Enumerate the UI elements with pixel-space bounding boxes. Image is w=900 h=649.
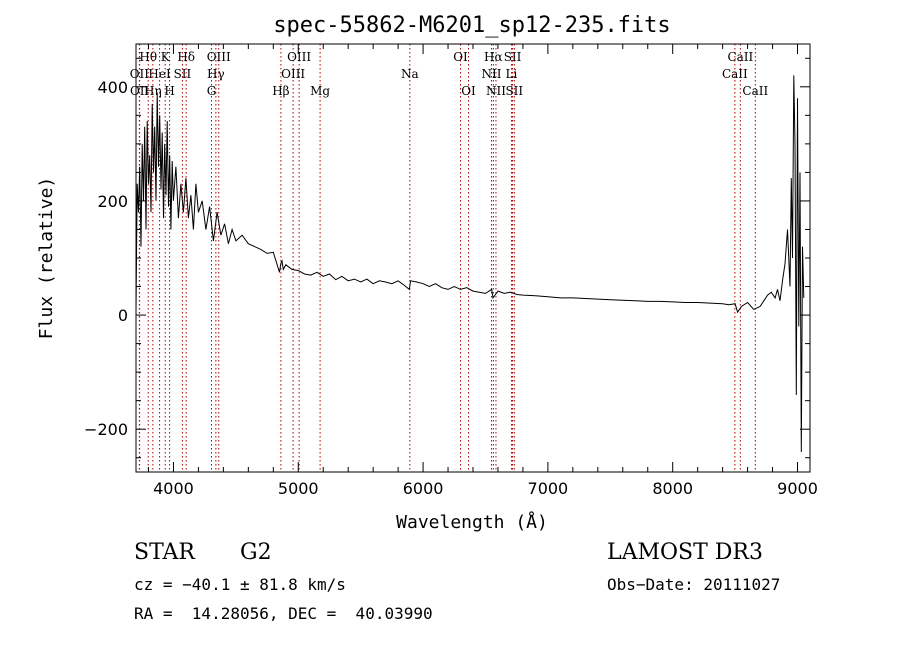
- y-tick-label: 400: [97, 78, 128, 97]
- spectral-line-label: HeI: [148, 67, 171, 81]
- spectral-line-label: Hη: [144, 84, 162, 98]
- ra-dec-coordinates: RA = 14.28056, DEC = 40.03990: [134, 604, 433, 623]
- survey-name: LAMOST DR3: [607, 540, 763, 565]
- redshift-velocity: cz = −40.1 ± 81.8 km/s: [134, 575, 346, 594]
- y-tick-label: 0: [118, 306, 128, 325]
- flux-series-line: [135, 75, 805, 453]
- spectral-line-label: Hα: [484, 50, 503, 64]
- spectral-line-label: OI: [453, 50, 468, 64]
- spectral-line-label: NII: [481, 67, 501, 81]
- object-class: STAR: [134, 540, 195, 565]
- spectral-line-label: G: [207, 84, 217, 98]
- x-tick-label: 5000: [278, 479, 319, 498]
- spectral-line-label: OII: [130, 84, 150, 98]
- x-axis-label: Wavelength (Å): [396, 511, 548, 533]
- spectral-line-label: Li: [506, 67, 518, 81]
- spectral-line-label: Hθ: [139, 50, 157, 64]
- y-axis-label: Flux (relative): [36, 177, 57, 340]
- x-tick-label: 4000: [153, 479, 194, 498]
- spectral-line-label: OIII: [207, 50, 231, 64]
- chart-title: spec-55862-M6201_sp12-235.fits: [273, 13, 670, 38]
- spectral-line-label: Na: [401, 67, 419, 81]
- x-tick-label: 9000: [777, 479, 818, 498]
- spectral-line-label: CaII: [742, 84, 768, 98]
- spectral-line-markers: [138, 44, 756, 472]
- spectral-line-label: OI: [461, 84, 476, 98]
- x-tick-label: 6000: [403, 479, 444, 498]
- spectral-line-label: OIII: [281, 67, 305, 81]
- x-tick-label: 8000: [652, 479, 693, 498]
- observation-date: Obs−Date: 20111027: [607, 575, 781, 594]
- spectral-line-label: OII: [130, 67, 150, 81]
- plot-frame: [135, 43, 811, 473]
- spectral-line-label: SII: [174, 67, 192, 81]
- x-tick-label: 7000: [528, 479, 569, 498]
- spectral-line-label: Hβ: [272, 84, 289, 98]
- spectral-line-label: NII: [486, 84, 506, 98]
- object-subclass: G2: [240, 540, 272, 565]
- spectral-line-label: CaII: [722, 67, 748, 81]
- spectral-line-label: Hδ: [177, 50, 195, 64]
- spectral-line-label: OIII: [287, 50, 311, 64]
- spectral-line-label: Hγ: [207, 67, 225, 81]
- spectral-line-label: K: [161, 50, 171, 64]
- spectral-line-label: CaII: [727, 50, 753, 64]
- spectral-line-label: SII: [505, 84, 523, 98]
- spectral-line-label: H: [164, 84, 174, 98]
- y-axis-ticks: −200 0 200 400: [84, 57, 810, 459]
- y-tick-label: 200: [97, 192, 128, 211]
- y-tick-label: −200: [84, 420, 128, 439]
- x-axis-ticks: 4000 5000 6000 7000 8000 9000: [147, 44, 818, 498]
- spectral-line-label: SII: [504, 50, 522, 64]
- spectral-line-label: Mg: [310, 84, 330, 98]
